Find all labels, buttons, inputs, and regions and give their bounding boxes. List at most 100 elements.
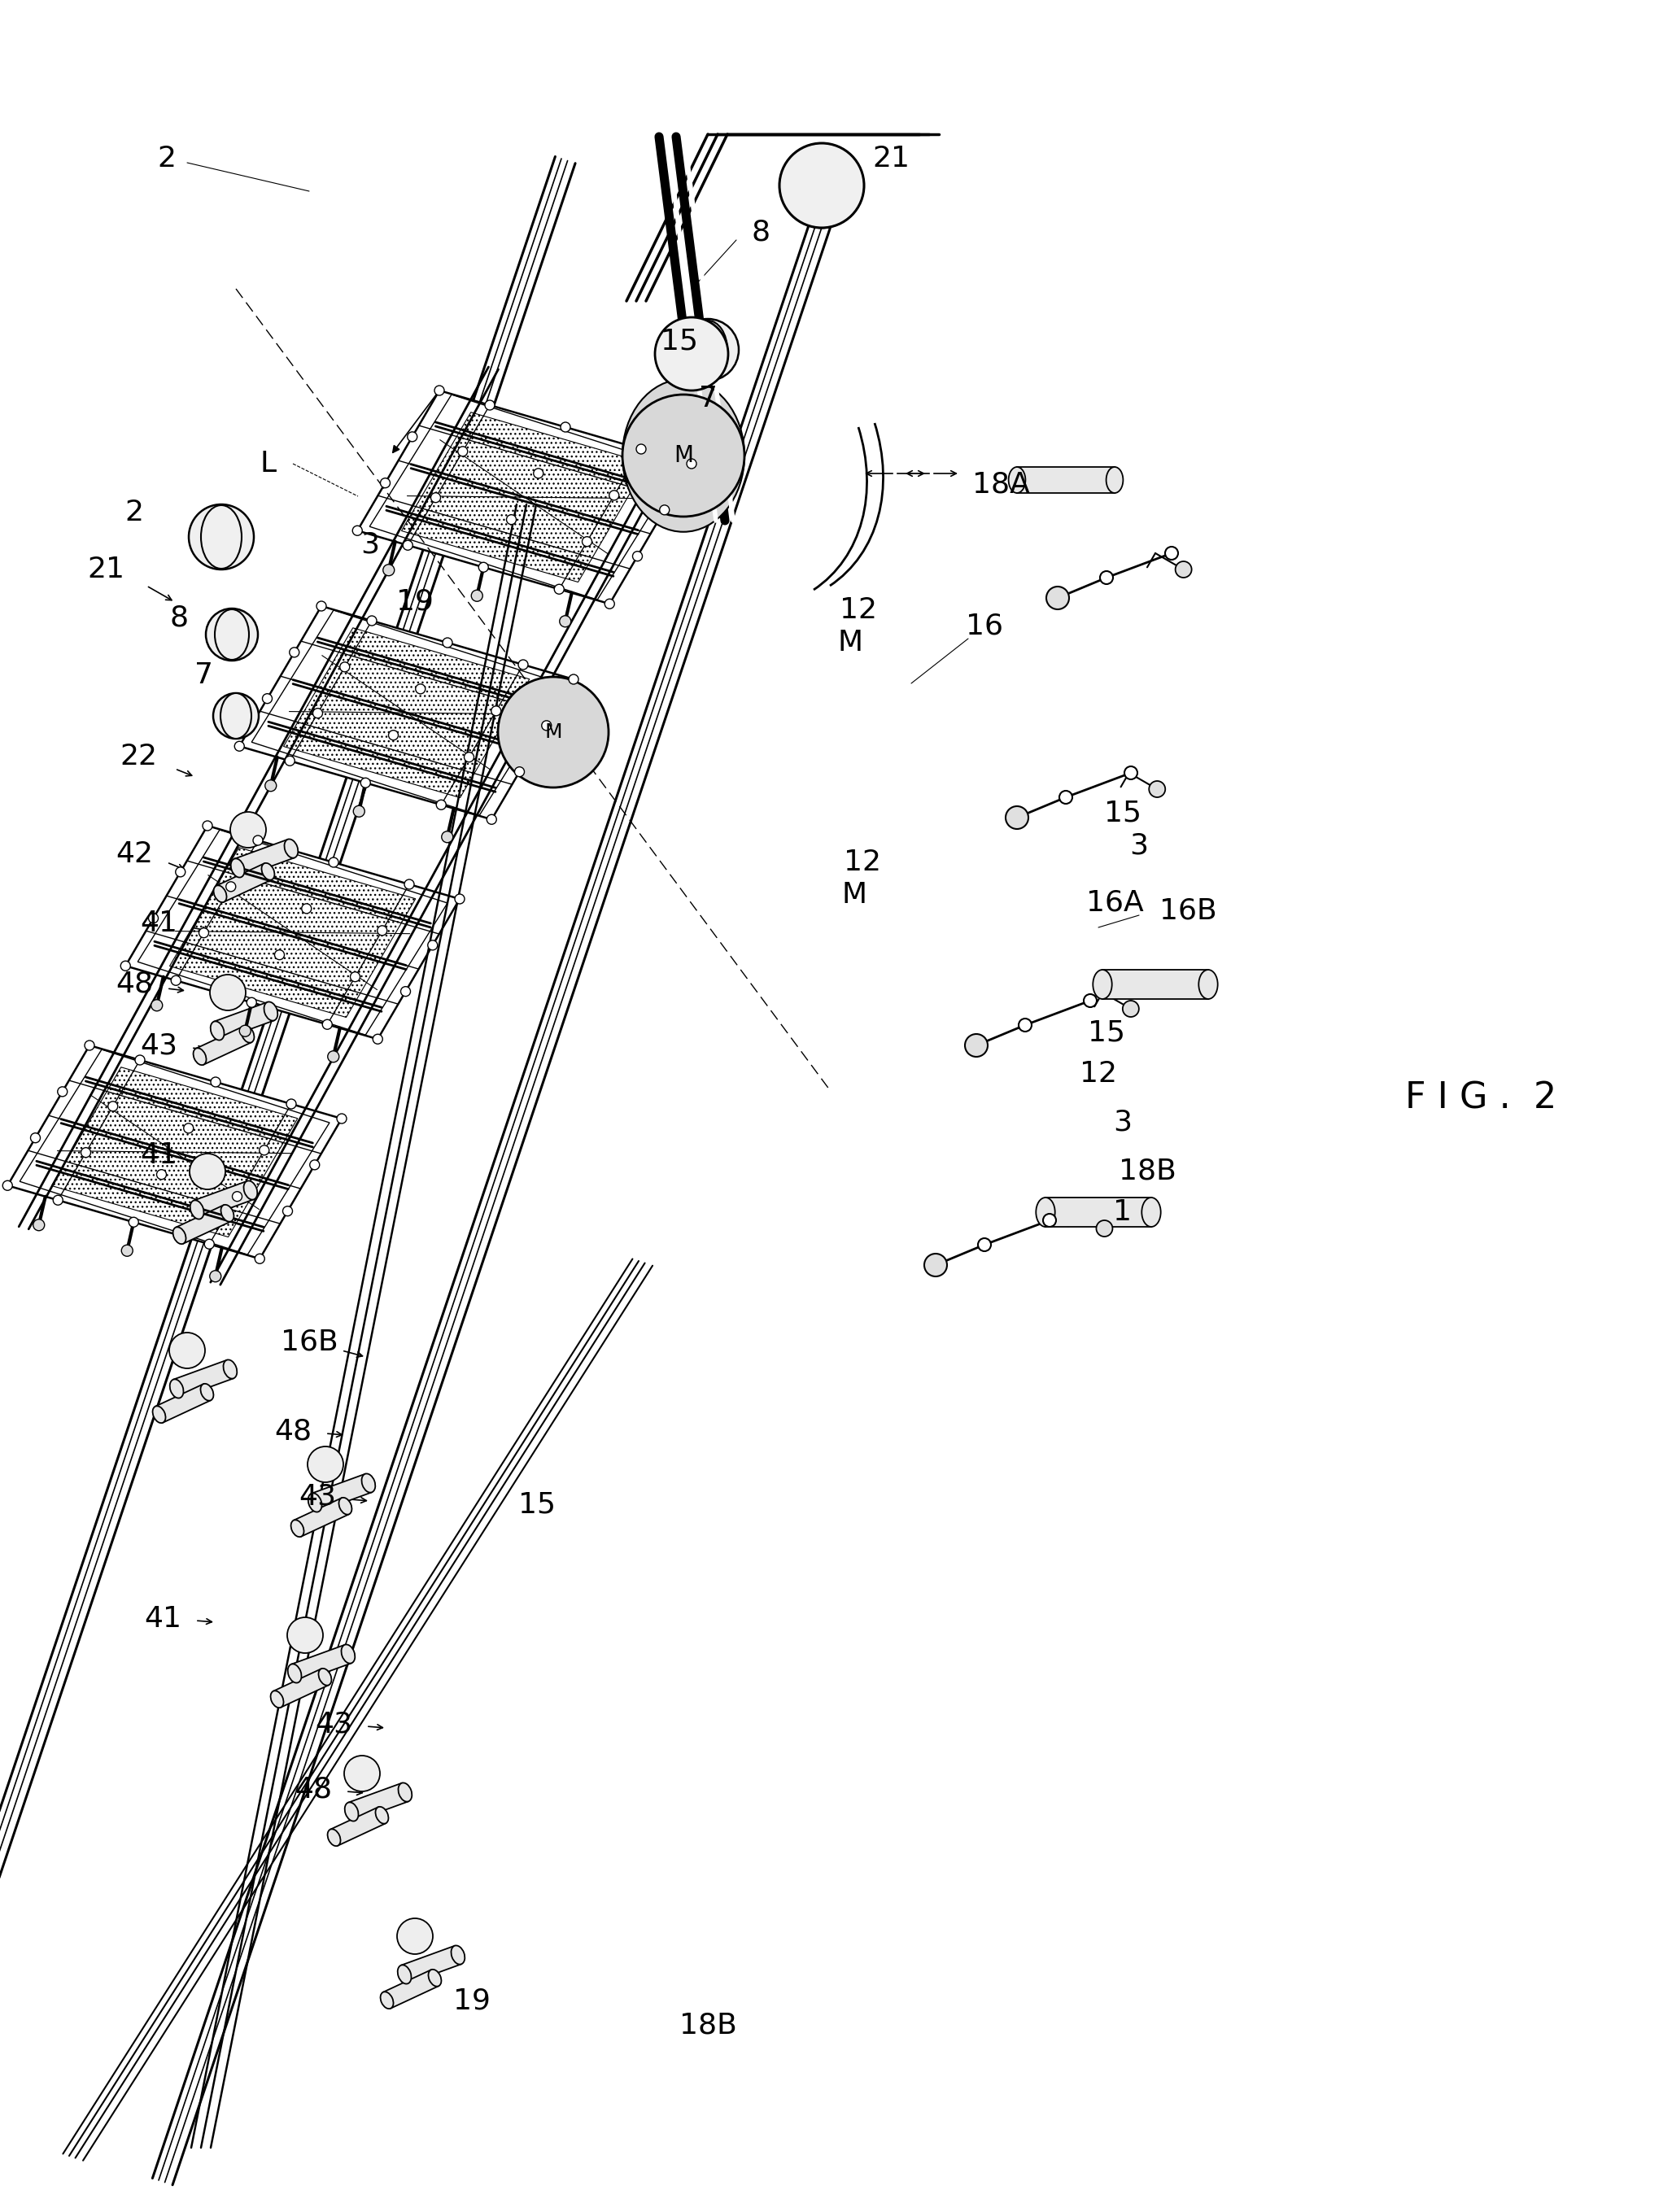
Circle shape [687,458,697,469]
Circle shape [176,867,185,876]
Polygon shape [125,825,459,1040]
Polygon shape [294,1498,349,1537]
Circle shape [135,1055,145,1064]
Ellipse shape [241,1026,254,1042]
Circle shape [283,1206,293,1217]
Circle shape [559,615,570,626]
Ellipse shape [1106,467,1123,493]
Text: 16A: 16A [1086,889,1144,916]
Ellipse shape [271,1690,284,1708]
Circle shape [254,1254,264,1263]
Circle shape [264,781,276,792]
Circle shape [397,1918,432,1953]
Polygon shape [52,1066,298,1237]
Circle shape [253,836,263,845]
Ellipse shape [622,378,745,531]
Polygon shape [176,1206,231,1243]
Circle shape [582,538,592,546]
Ellipse shape [190,1201,205,1219]
Circle shape [785,155,858,228]
Polygon shape [401,411,647,582]
Circle shape [316,602,326,611]
Circle shape [288,1617,323,1652]
Ellipse shape [291,1520,304,1537]
Circle shape [301,905,311,914]
Text: 7: 7 [195,661,213,690]
Text: 41: 41 [140,1141,178,1170]
Circle shape [81,1148,91,1157]
Text: L: L [261,449,276,478]
Ellipse shape [211,1022,225,1040]
Polygon shape [239,606,574,818]
Circle shape [622,394,745,518]
Text: 48: 48 [274,1418,311,1447]
Polygon shape [173,1360,233,1398]
Text: 12: 12 [840,597,876,624]
Circle shape [313,708,323,719]
Circle shape [677,319,738,380]
Text: 22: 22 [120,743,156,770]
Circle shape [442,832,452,843]
Circle shape [1084,993,1096,1006]
Text: 48: 48 [294,1776,333,1803]
Circle shape [427,940,437,951]
Circle shape [368,615,378,626]
Text: F I G .  2: F I G . 2 [1405,1082,1557,1115]
Ellipse shape [1093,969,1113,1000]
Circle shape [416,684,426,695]
Circle shape [487,814,497,825]
Circle shape [464,752,474,761]
Circle shape [382,564,394,575]
Circle shape [323,1020,333,1029]
Text: 2: 2 [158,144,176,173]
Circle shape [1149,781,1166,796]
Circle shape [637,445,645,453]
Text: 21: 21 [86,555,125,584]
Circle shape [609,491,619,500]
Ellipse shape [221,1206,234,1221]
Circle shape [246,998,256,1006]
Ellipse shape [231,858,244,878]
Circle shape [514,768,524,776]
Ellipse shape [341,1644,354,1663]
Circle shape [442,637,452,648]
Ellipse shape [339,1498,353,1515]
Circle shape [121,1245,133,1256]
Polygon shape [70,1082,279,1223]
Text: 1: 1 [1114,1199,1133,1225]
Text: 43: 43 [314,1710,353,1739]
Circle shape [259,1146,269,1155]
Ellipse shape [1199,969,1217,1000]
Text: 18A: 18A [971,471,1029,498]
Circle shape [190,1155,226,1190]
Ellipse shape [288,1663,301,1683]
Circle shape [210,1270,221,1283]
Ellipse shape [201,1385,213,1400]
Circle shape [148,914,158,922]
Circle shape [373,1035,382,1044]
Circle shape [491,706,501,717]
Circle shape [1006,805,1028,830]
Circle shape [85,1040,95,1051]
Text: 2: 2 [125,498,143,526]
Circle shape [434,385,444,396]
Circle shape [151,1000,163,1011]
Circle shape [454,894,464,905]
Text: 12: 12 [843,849,881,876]
Text: 15: 15 [1088,1020,1126,1046]
Circle shape [569,675,579,684]
Circle shape [632,551,642,562]
Text: M: M [841,880,866,909]
Ellipse shape [153,1407,166,1422]
Circle shape [211,1077,221,1086]
Text: 16B: 16B [1159,898,1217,925]
Circle shape [436,801,446,810]
Circle shape [605,599,614,608]
Ellipse shape [215,608,249,659]
Text: M: M [544,723,562,741]
Circle shape [389,730,397,741]
Polygon shape [348,1783,409,1820]
Ellipse shape [451,1947,464,1964]
Circle shape [554,584,564,595]
Circle shape [431,493,441,502]
